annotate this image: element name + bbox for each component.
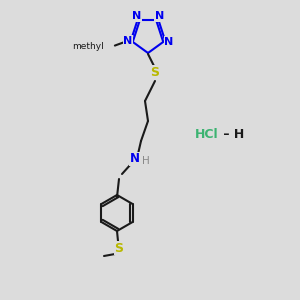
Text: S: S: [115, 242, 124, 254]
Text: N: N: [123, 36, 133, 46]
Text: HCl: HCl: [195, 128, 219, 142]
Text: N: N: [132, 11, 141, 21]
Text: N: N: [155, 11, 164, 21]
Text: N: N: [130, 152, 140, 166]
Text: – H: – H: [219, 128, 244, 142]
Text: S: S: [151, 65, 160, 79]
Text: H: H: [142, 156, 150, 166]
Text: methyl: methyl: [72, 42, 104, 51]
Text: N: N: [164, 37, 174, 46]
